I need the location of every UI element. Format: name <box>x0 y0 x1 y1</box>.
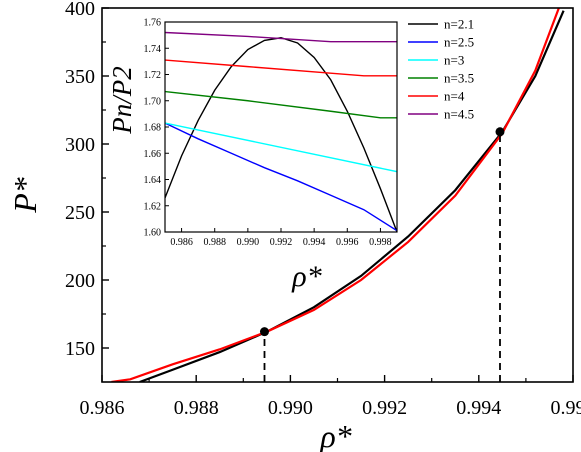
inset-plot: 0.986 0.988 0.990 0.992 0.994 0.996 0.998 1.60… <box>107 17 474 294</box>
inset-y-tick-label: 1.76 <box>144 18 162 29</box>
main-y-tick-label: 350 <box>65 66 95 88</box>
legend-label-4: n=3.5 <box>444 71 474 86</box>
inset-x-tick-label: 0.986 <box>170 237 193 248</box>
main-x-tick-label: 0.990 <box>268 397 313 419</box>
main-y-tick-label: 250 <box>65 202 95 224</box>
main-x-tick-label: 0.996 <box>551 397 581 419</box>
main-series-line-2 <box>111 8 560 382</box>
inset-series-line-5 <box>165 59 397 77</box>
inset-y-tick-label: 1.62 <box>144 201 162 212</box>
inset-y-tick-label: 1.70 <box>144 96 162 107</box>
legend-label-1: n=2.1 <box>444 17 474 32</box>
main-y-axis-title: P* <box>7 177 43 214</box>
inset-series-line-4 <box>165 90 397 119</box>
legend-label-6: n=4.5 <box>444 107 474 122</box>
inset-x-tick-label: 0.992 <box>270 237 293 248</box>
inset-series-line-6 <box>165 31 397 43</box>
legend-label-2: n=2.5 <box>444 35 474 50</box>
inset-background <box>165 22 397 232</box>
main-y-tick-label: 150 <box>65 338 95 360</box>
inset-series-line-2 <box>165 122 397 232</box>
inset-x-axis-title: ρ* <box>291 260 321 293</box>
inset-y-tick-label: 1.64 <box>144 175 162 186</box>
inset-series-line-3 <box>165 122 397 173</box>
main-x-tick-label: 0.994 <box>456 397 501 419</box>
inset-x-tick-label: 0.994 <box>303 237 326 248</box>
main-y-tick-label: 200 <box>65 270 95 292</box>
main-plot: 0.986 0.988 0.990 0.992 0.994 0.996 150 200 250… <box>7 0 581 452</box>
main-x-tick-label: 0.988 <box>174 397 219 419</box>
inset-x-tick-label: 0.990 <box>237 237 260 248</box>
legend-label-5: n=4 <box>444 89 465 104</box>
inset-x-tick-label: 0.998 <box>369 237 392 248</box>
inset-x-tick-label: 0.988 <box>203 237 226 248</box>
inset-series-line-1 <box>165 37 397 232</box>
inset-y-tick-label: 1.68 <box>144 123 162 134</box>
inset-y-tick-label: 1.66 <box>144 149 162 160</box>
inset-y-tick-label: 1.72 <box>144 70 162 81</box>
main-y-tick-label: 400 <box>65 0 95 20</box>
legend-label-3: n=3 <box>444 53 464 68</box>
main-y-tick-label: 300 <box>65 134 95 156</box>
inset-y-tick-label: 1.74 <box>144 44 162 55</box>
main-x-axis-title: ρ* <box>319 418 351 452</box>
inset-y-axis-title: Pn/P2 <box>107 66 137 135</box>
main-marker-point-1 <box>259 327 269 337</box>
main-marker-point-2 <box>495 127 505 137</box>
main-x-tick-label: 0.986 <box>80 397 125 419</box>
inset-x-tick-label: 0.996 <box>336 237 359 248</box>
inset-y-tick-label: 1.60 <box>144 228 162 239</box>
inset-legend: n=2.1 n=2.5 n=3 n=3.5 n=4 n=4.5 <box>408 17 474 122</box>
main-x-tick-label: 0.992 <box>362 397 407 419</box>
